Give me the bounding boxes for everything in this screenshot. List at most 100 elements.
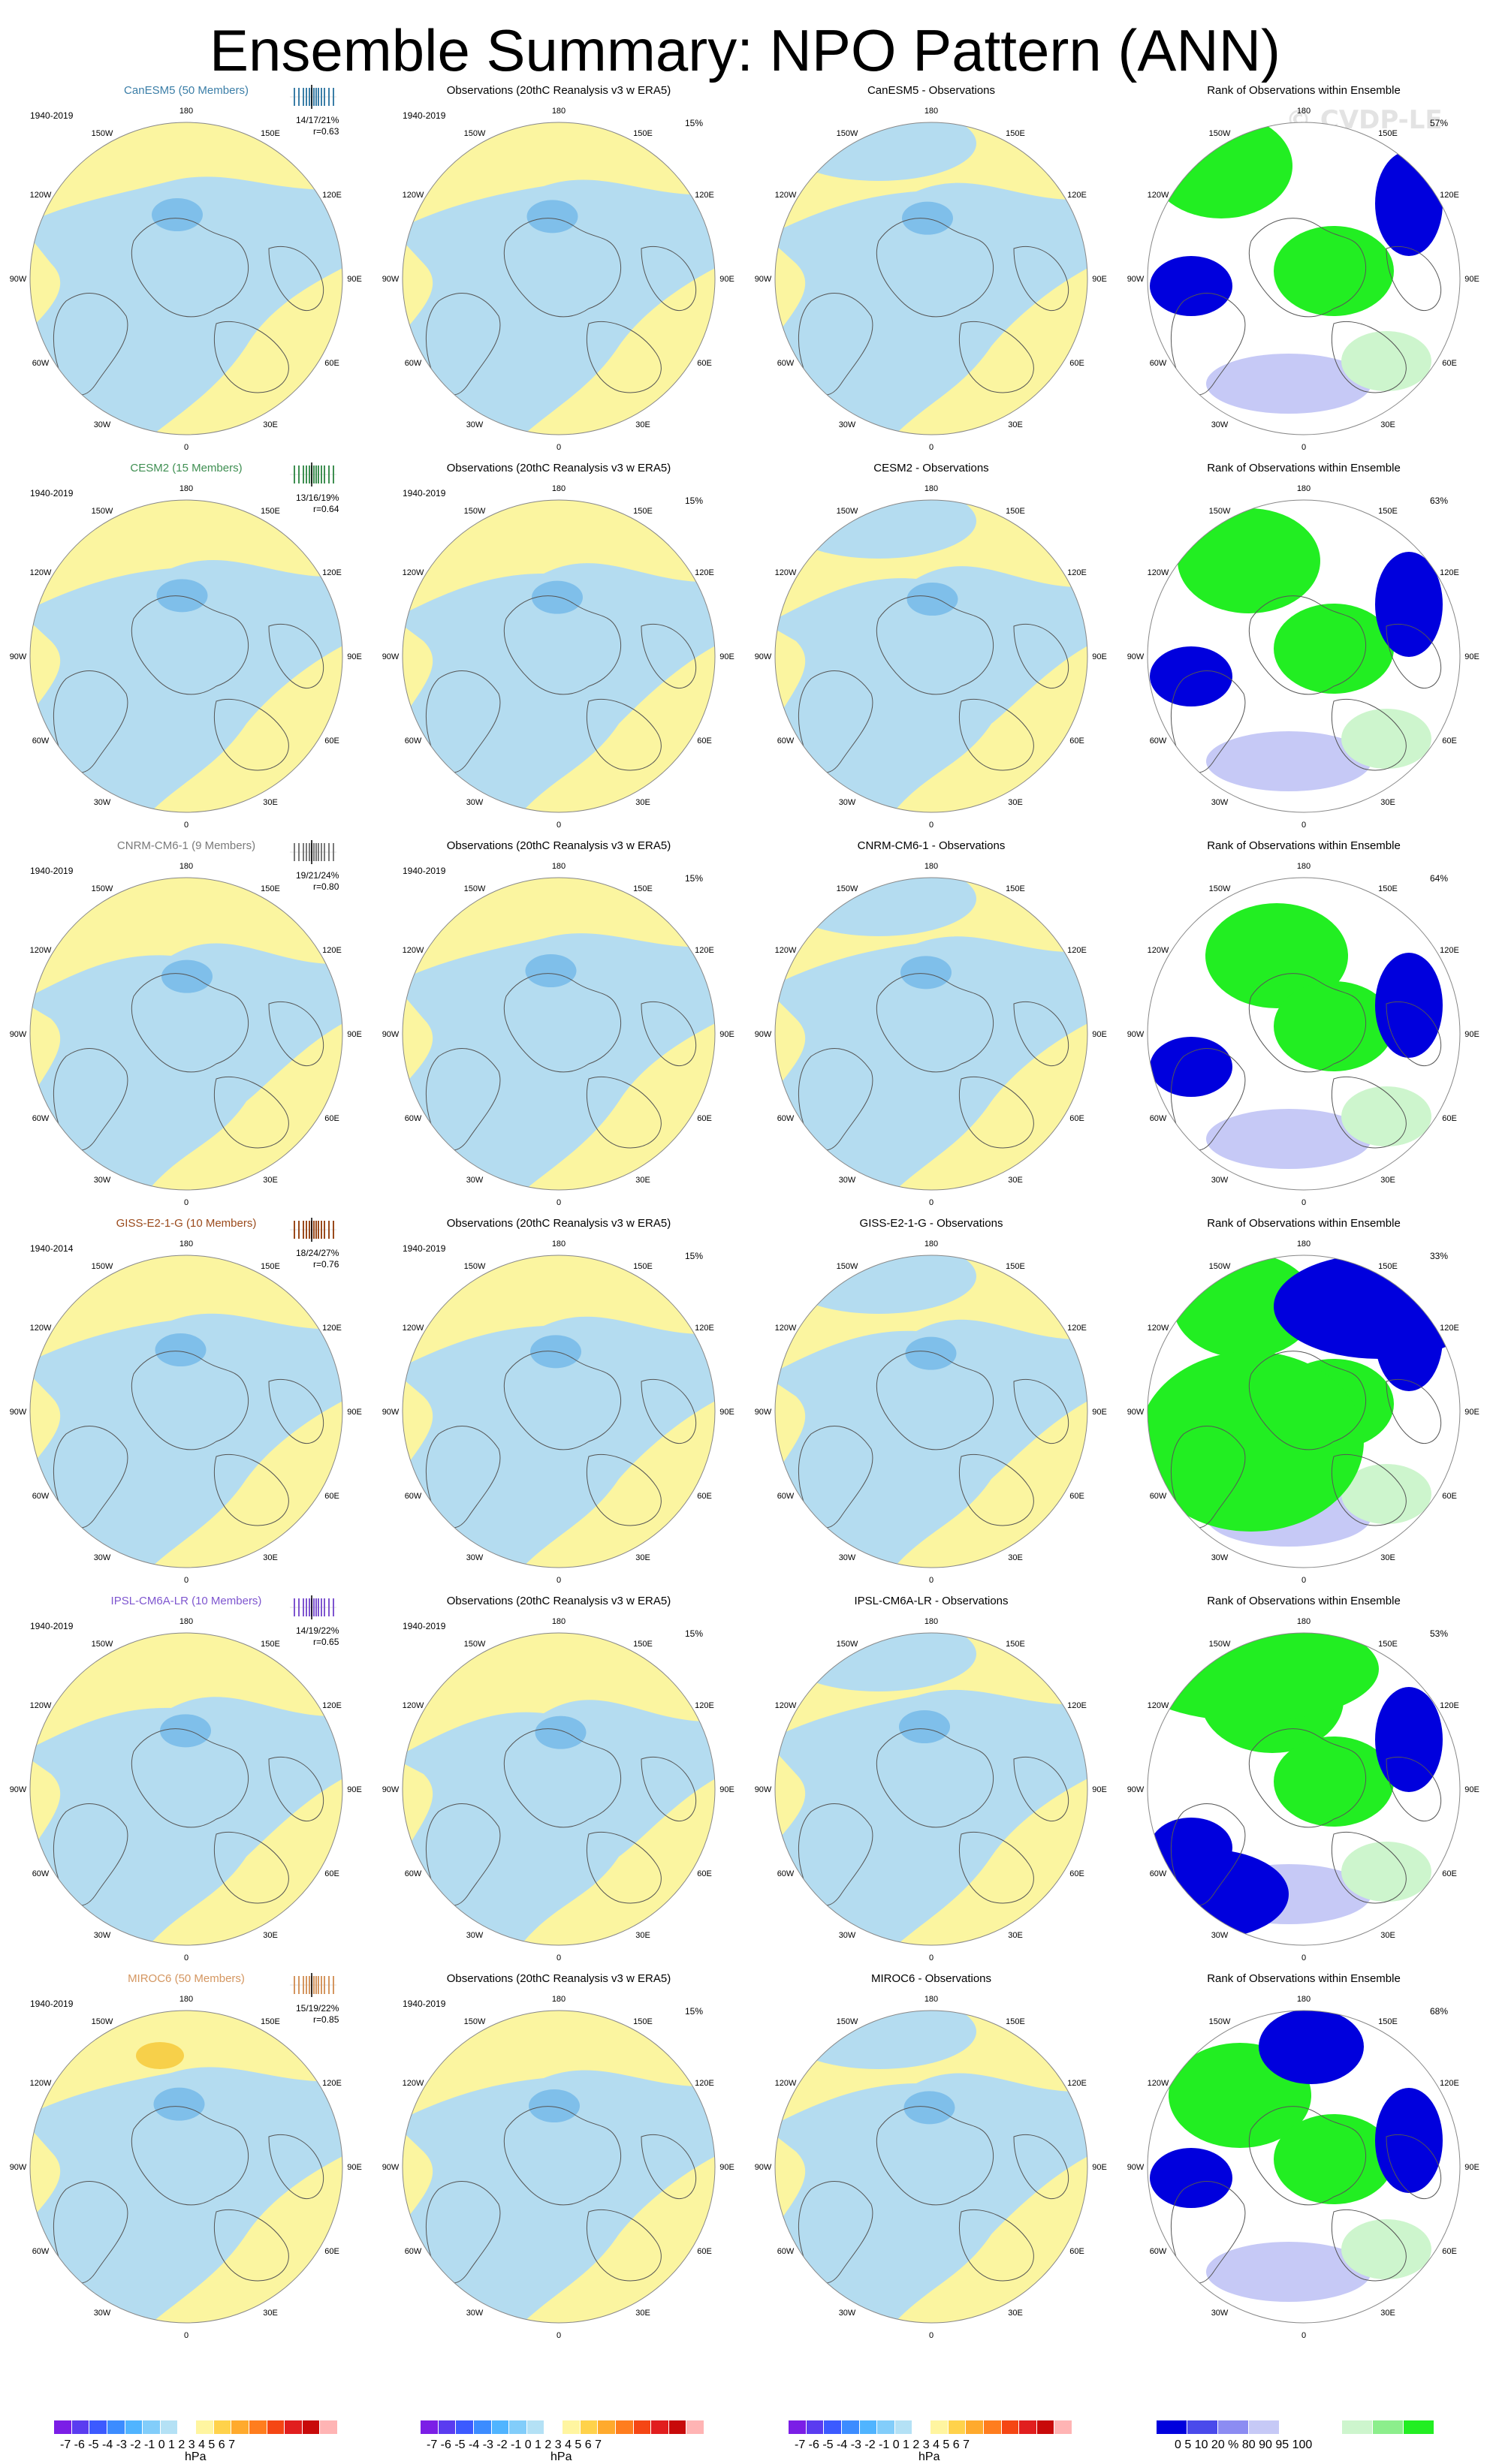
lon-label: 150E (1378, 1262, 1398, 1271)
coastline (1170, 973, 1442, 1151)
colorbar-segment (526, 2420, 545, 2434)
percent-range: 14/17/21% (296, 115, 339, 125)
model-panel-title: IPSL-CM6A-LR (10 Members) (110, 1595, 262, 1607)
lon-label: 90E (1464, 652, 1479, 661)
map-boundary (774, 499, 1088, 813)
lon-label: 30W (1211, 1553, 1229, 1562)
colorbar-segment (912, 2420, 930, 2434)
lon-label: 180 (924, 1617, 938, 1626)
lon-label: 60E (1069, 2247, 1084, 2256)
lon-label: 180 (552, 1240, 566, 1249)
lon-label: 30W (466, 420, 484, 429)
lon-label: 60E (697, 736, 712, 746)
map-boundary (402, 2010, 716, 2324)
rank-region-3 (1150, 646, 1232, 706)
lon-label: 90W (755, 2163, 772, 2172)
period-label: 1940-2014 (30, 1243, 74, 1254)
colorbar-segment (196, 2420, 214, 2434)
lon-label: 150W (1209, 2017, 1231, 2026)
rank-region-5 (1341, 1464, 1431, 1524)
model-map: 180 150E 120E 90E 60E 30E 0 30W 60W 90W 120W 150W (10, 1617, 362, 1962)
lon-label: 0 (929, 2331, 934, 2340)
lon-label: 90W (1127, 652, 1145, 661)
obs-map: 180 150E 120E 90E 60E 30E 0 30W 60W 90W 120W 150W (382, 107, 734, 452)
period-label: 1940-2019 (403, 488, 446, 499)
lon-label: 90E (347, 1408, 362, 1417)
lon-label: 180 (1297, 1240, 1311, 1249)
lon-label: 150E (1378, 129, 1398, 138)
percent-range: 14/19/22% (296, 1625, 339, 1636)
lon-label: 150W (464, 1262, 486, 1271)
lon-label: 150W (464, 129, 486, 138)
lon-label: 180 (179, 1240, 193, 1249)
lon-label: 30W (466, 798, 484, 807)
colorbar-segment (806, 2420, 825, 2434)
lon-label: 150W (92, 1640, 113, 1649)
lon-label: 90W (382, 1408, 400, 1417)
lon-label: 30W (94, 1931, 111, 1940)
lon-label: 150W (1209, 884, 1231, 893)
strong-negative-anomaly (906, 583, 958, 616)
rank-region-3 (1150, 2148, 1232, 2208)
lon-label: 30E (1380, 1931, 1395, 1940)
rank-region-4 (1206, 731, 1371, 791)
colorbar-hpa-3 (789, 2420, 1072, 2434)
colorbar-hpa-2-ticks: -7 -6 -5 -4 -3 -2 -1 0 1 2 3 4 5 6 7 (427, 2438, 602, 2451)
coastline (425, 973, 697, 1151)
colorbar-segment (966, 2420, 984, 2434)
lon-label: 90E (1092, 2163, 1107, 2172)
lon-label: 60W (32, 1114, 50, 1123)
rank-region-0 (1205, 903, 1348, 1008)
lon-label: 90W (382, 275, 400, 284)
map-boundary (1147, 1632, 1461, 1946)
lon-label: 150W (837, 1262, 858, 1271)
map-boundary (1147, 2010, 1461, 2324)
model-panel-cesm2: CESM2 (15 Members) 1940-2019 13/16/19% r=0.… (0, 420, 372, 830)
diff-panel-title: CanESM5 - Observations (867, 84, 996, 97)
colorbar-segment (1187, 2420, 1219, 2434)
colorbar-segment (320, 2420, 338, 2434)
lon-label: 0 (1301, 1198, 1306, 1207)
rank-panel-title: Rank of Observations within Ensemble (1207, 1595, 1401, 1607)
lon-label: 60W (777, 359, 795, 368)
pattern-correlation: r=0.85 (313, 2014, 339, 2025)
model-panel-title: CNRM-CM6-1 (9 Members) (116, 839, 256, 852)
diff-map: 180 150E 120E 90E 60E 30E 0 30W 60W 90W 120W 150W (755, 1240, 1107, 1585)
map-boundary (402, 122, 716, 435)
colorbar-hpa-2 (421, 2420, 704, 2434)
lon-label: 60W (777, 1492, 795, 1501)
lon-label: 60W (1150, 2247, 1167, 2256)
lon-label: 60E (324, 1869, 339, 1878)
lon-label: 120E (1067, 1324, 1087, 1333)
lon-label: 90W (382, 1785, 400, 1794)
lon-label: 150E (1378, 2017, 1398, 2026)
rank-region-4 (1206, 354, 1371, 414)
lon-label: 30W (839, 2309, 856, 2318)
lon-label: 90E (719, 2163, 734, 2172)
lon-label: 60E (1442, 736, 1457, 746)
rank-region-0 (1178, 508, 1320, 613)
lon-label: 60E (697, 359, 712, 368)
negative-anomaly-region-north (781, 122, 976, 181)
strong-negative-anomaly (905, 1336, 957, 1370)
lon-label: 0 (929, 821, 934, 830)
lon-label: 90W (382, 652, 400, 661)
rank-map: 180 150E 120E 90E 60E 30E 0 30W 60W 90W 120W 150W (1127, 1240, 1479, 1585)
diff-map: 180 150E 120E 90E 60E 30E 0 30W 60W 90W 120W 150W (755, 1617, 1107, 1962)
lon-label: 30E (1008, 1176, 1023, 1185)
lon-label: 120E (695, 191, 714, 200)
ensemble-distribution (290, 1973, 336, 1997)
variance-percent: 15% (685, 118, 704, 128)
colorbar-segment (285, 2420, 303, 2434)
lon-label: 0 (556, 2331, 561, 2340)
lon-label: 30W (94, 1553, 111, 1562)
colorbar-segment (1341, 2420, 1373, 2434)
lon-label: 180 (552, 862, 566, 871)
lon-label: 120W (775, 946, 797, 955)
colorbar-segment (107, 2420, 125, 2434)
lon-label: 30E (1380, 420, 1395, 429)
colorbar-segment (54, 2420, 72, 2434)
rank-map: 180 150E 120E 90E 60E 30E 0 30W 60W 90W 120W 150W (1127, 484, 1479, 830)
lon-label: 60E (324, 2247, 339, 2256)
lon-label: 150E (261, 2017, 280, 2026)
